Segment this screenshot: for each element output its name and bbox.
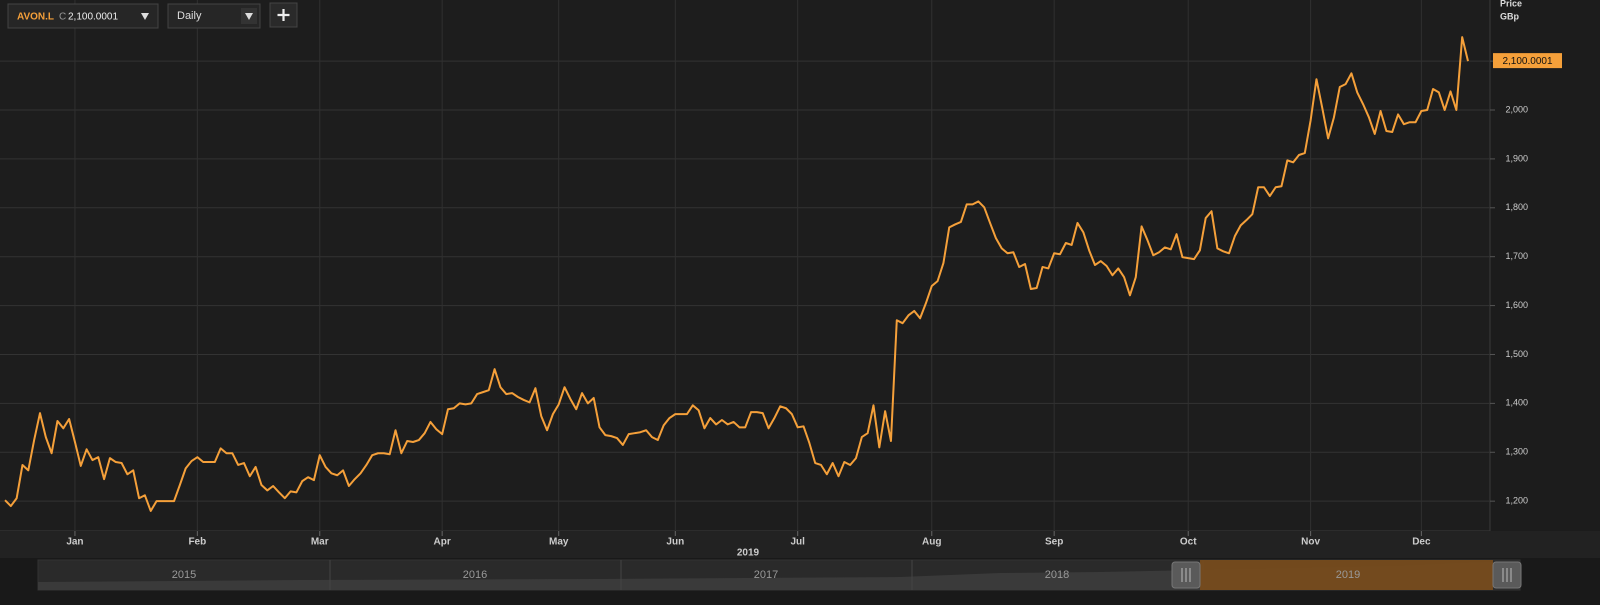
navigator-year: 2017 xyxy=(754,569,778,581)
y-tick-label: 1,500 xyxy=(1505,349,1528,359)
y-tick-label: 2,000 xyxy=(1505,104,1528,114)
handle-grip xyxy=(1502,568,1512,582)
interval: Daily xyxy=(177,10,202,22)
y-tick-label: 1,900 xyxy=(1505,153,1528,163)
x-tick-label: Jun xyxy=(666,537,684,548)
x-tick-label: Jan xyxy=(66,537,83,548)
symbol-box[interactable] xyxy=(7,3,159,29)
navigator-history xyxy=(38,562,1493,590)
last-price-label: 2,100.0001 xyxy=(1502,56,1552,67)
y-tick-label: 1,700 xyxy=(1505,251,1528,261)
navigator-year: 2018 xyxy=(1045,569,1069,581)
y-tick-label: 1,400 xyxy=(1505,398,1528,408)
navigator-year: 2015 xyxy=(172,569,196,581)
x-tick-label: Apr xyxy=(434,537,451,548)
x-tick-label: May xyxy=(549,537,569,548)
last-price: 2,100.0001 xyxy=(68,12,118,23)
x-tick-label: Nov xyxy=(1301,537,1320,548)
navigator-year: 2016 xyxy=(463,569,487,581)
dropdown-arrow[interactable] xyxy=(141,13,149,20)
price-line xyxy=(4,36,1469,512)
x-tick-label: Jul xyxy=(790,537,805,548)
x-tick-label: Sep xyxy=(1045,537,1063,548)
dropdown-arrow xyxy=(245,13,253,20)
y-tick-label: 1,800 xyxy=(1505,202,1528,212)
y-tick-label: 1,300 xyxy=(1505,447,1528,457)
symbol: AVON.L xyxy=(17,12,54,23)
x-tick-label: Aug xyxy=(922,537,941,548)
x-tick-label: Dec xyxy=(1412,537,1431,548)
plot-area xyxy=(0,0,1490,531)
y-tick-label: 1,200 xyxy=(1505,496,1528,506)
last-price-tag xyxy=(1493,53,1562,69)
add-icon xyxy=(277,9,290,21)
x-tick-label: Oct xyxy=(1180,537,1197,548)
navigator-year: 2019 xyxy=(1336,569,1360,581)
navigator-selection[interactable] xyxy=(1200,560,1493,590)
x-axis-band xyxy=(0,531,1600,558)
y-axis-unit: GBp xyxy=(1500,11,1520,21)
x-tick-label: Feb xyxy=(188,537,206,548)
price-type: C xyxy=(59,12,66,23)
y-tick-label: 1,600 xyxy=(1505,300,1528,310)
y-axis-title: Price xyxy=(1500,0,1522,8)
x-axis-title: 2019 xyxy=(737,548,760,559)
x-tick-label: Mar xyxy=(311,537,329,548)
handle-grip xyxy=(1181,568,1191,582)
